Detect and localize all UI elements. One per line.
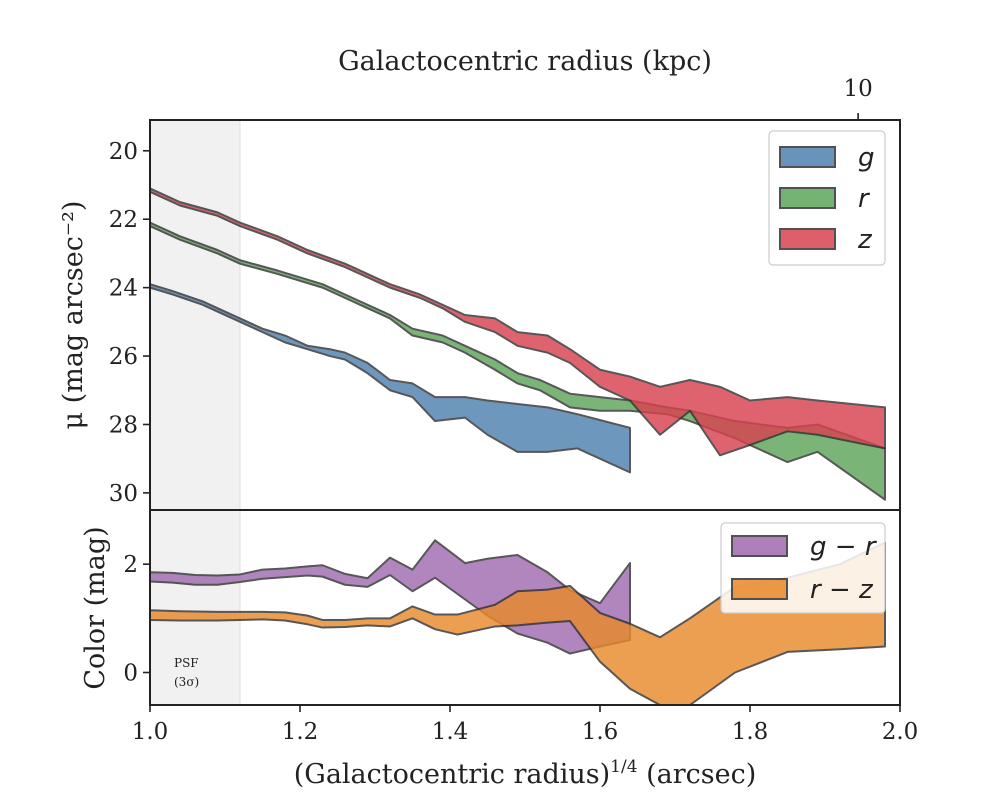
x-tick-label: 1.8: [732, 719, 769, 745]
band-g-0: [149, 283, 631, 474]
x-tick-label: 1.2: [282, 719, 319, 745]
top-x-axis-title: Galactocentric radius (kpc): [338, 46, 712, 77]
bottom-legend: g − r r − z: [720, 522, 886, 614]
surface-brightness-bands: [149, 187, 886, 501]
legend-swatch: [779, 146, 836, 168]
x-axis-title-unit: (arcsec): [638, 759, 757, 790]
legend-label: g − r: [810, 532, 878, 562]
x-tick-label: 1.0: [132, 719, 169, 745]
psf-label-line2: (3σ): [174, 675, 199, 689]
top-x-tick-label: 10: [843, 76, 872, 102]
x-axis-title-sup: 1/4: [610, 757, 637, 777]
top-y-tick-label: 30: [109, 481, 138, 507]
top-y-tick-label: 22: [109, 207, 138, 233]
band-r-1: [149, 221, 886, 501]
top-y-tick-label: 20: [109, 139, 138, 165]
top-y-tick-label: 24: [109, 276, 138, 302]
top-legend: grz: [768, 130, 886, 266]
top-y-tick-label: 28: [109, 412, 138, 438]
legend-swatch: [779, 228, 836, 250]
band-rz-1: [149, 541, 886, 706]
color-bands: [149, 539, 886, 706]
bottom-y-axis-title: Color (mag): [80, 526, 111, 689]
bottom-x-axis-title: (Galactocentric radius)1/4 (arcsec): [294, 757, 757, 790]
legend-label: g: [858, 143, 875, 173]
x-tick-label: 1.6: [582, 719, 619, 745]
psf-label-line1: PSF: [174, 656, 199, 670]
legend-swatch: [779, 187, 836, 209]
legend-swatch: [731, 578, 788, 600]
legend-label: z: [857, 225, 873, 255]
top-y-axis-title: μ (mag arcsec⁻²): [58, 201, 89, 430]
psf-shade-1: [149, 509, 241, 706]
x-axis-title-main: (Galactocentric radius): [294, 759, 610, 790]
legend-swatch: [731, 535, 788, 557]
legend-label: r: [858, 184, 871, 214]
axis-ticks: 1.01.21.41.61.82.02022242628300210203050…: [109, 76, 919, 745]
band-z-2: [149, 187, 886, 457]
x-tick-label: 1.4: [432, 719, 469, 745]
bottom-y-tick-label: 2: [123, 552, 138, 578]
bottom-axes-frame: [149, 509, 901, 706]
x-tick-label: 2.0: [882, 719, 919, 745]
top-y-tick-label: 26: [109, 344, 138, 370]
legend-label: r − z: [810, 575, 874, 605]
bottom-y-tick-label: 0: [123, 661, 138, 687]
